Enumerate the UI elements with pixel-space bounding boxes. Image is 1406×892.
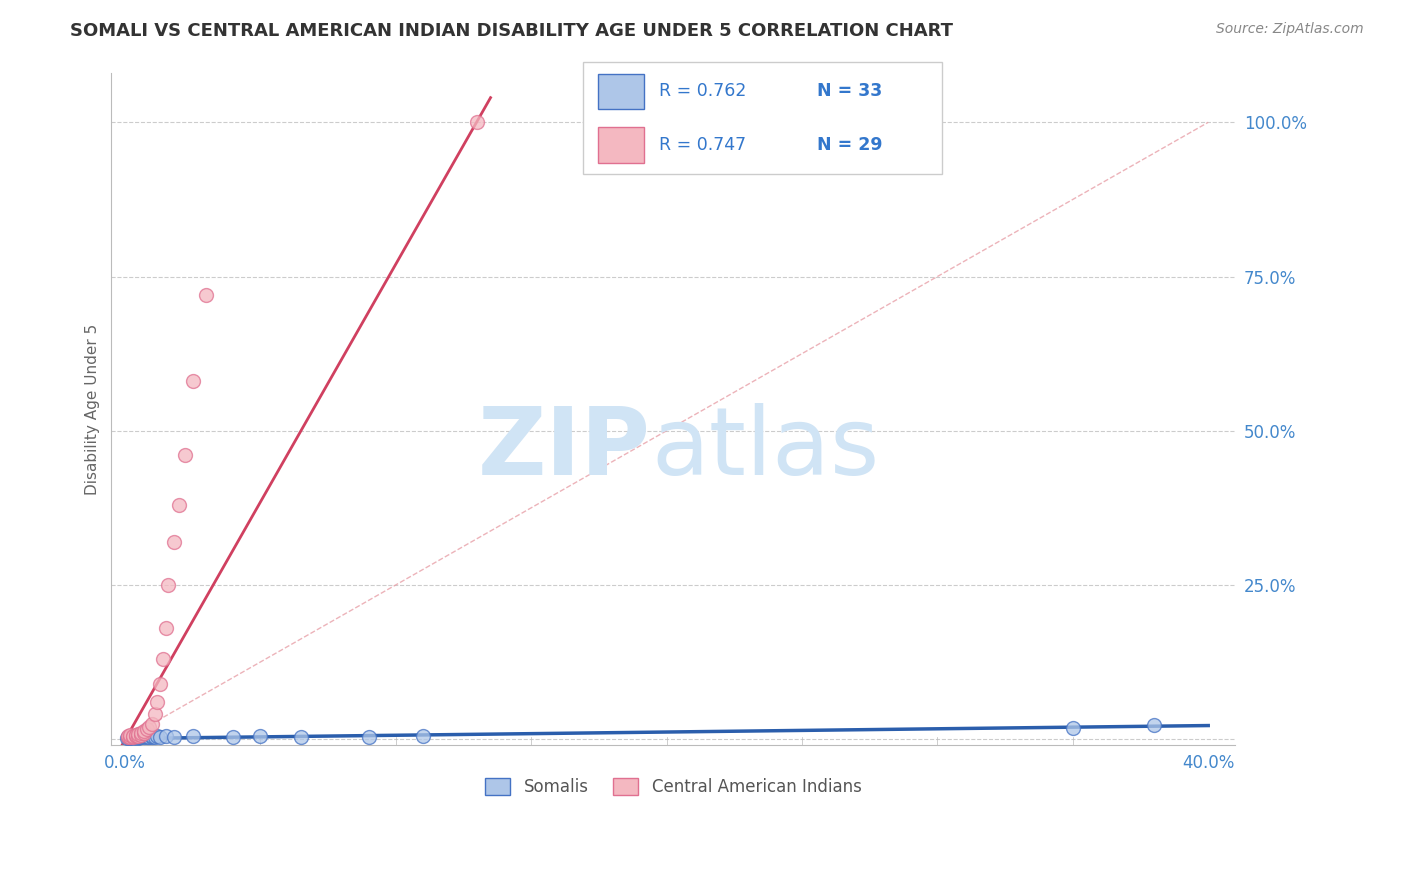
FancyBboxPatch shape (598, 127, 644, 162)
Point (163, 534, 186, 549)
Point (135, 723, 157, 737)
Point (1062, 721, 1084, 735)
Point (128, 730, 150, 744)
Point (120, 731, 142, 745)
Point (120, 730, 142, 744)
Point (138, 720, 160, 734)
Point (125, 731, 148, 745)
Point (143, 707, 166, 722)
Point (129, 731, 152, 745)
Point (122, 730, 145, 744)
Point (128, 729, 150, 743)
Point (125, 729, 148, 743)
Point (122, 731, 145, 745)
Point (128, 731, 150, 745)
Text: Source: ZipAtlas.com: Source: ZipAtlas.com (1216, 22, 1364, 37)
Point (115, 731, 138, 745)
Point (135, 729, 157, 743)
Point (152, 652, 174, 666)
Point (132, 731, 155, 745)
Text: N = 33: N = 33 (817, 82, 882, 101)
Point (146, 695, 169, 709)
Point (128, 727, 150, 741)
Point (135, 731, 157, 745)
Point (222, 730, 245, 744)
FancyBboxPatch shape (583, 62, 942, 174)
Point (141, 729, 163, 743)
Text: SOMALI VS CENTRAL AMERICAN INDIAN DISABILITY AGE UNDER 5 CORRELATION CHART: SOMALI VS CENTRAL AMERICAN INDIAN DISABI… (70, 22, 953, 40)
Point (149, 730, 172, 744)
Point (138, 730, 160, 744)
Point (249, 729, 271, 743)
Point (412, 729, 434, 743)
Point (157, 578, 180, 592)
Point (125, 728, 148, 742)
Text: R = 0.762: R = 0.762 (659, 82, 747, 101)
Point (195, 288, 218, 302)
Point (1143, 718, 1166, 732)
Point (132, 729, 155, 743)
Legend: Somalis, Central American Indians: Somalis, Central American Indians (477, 770, 870, 805)
Point (163, 730, 186, 744)
Point (118, 731, 141, 745)
Point (129, 729, 152, 743)
Text: ZIP: ZIP (478, 403, 651, 495)
Point (149, 676, 172, 690)
Point (357, 730, 380, 744)
Point (117, 731, 139, 745)
Text: N = 29: N = 29 (817, 136, 882, 154)
Point (125, 729, 148, 743)
Text: R = 0.747: R = 0.747 (659, 136, 747, 154)
Point (167, 498, 190, 512)
Point (146, 729, 169, 743)
Text: atlas: atlas (651, 403, 879, 495)
Point (155, 621, 177, 635)
Point (181, 729, 204, 743)
Y-axis label: Disability Age Under 5: Disability Age Under 5 (86, 324, 100, 495)
Point (290, 730, 312, 744)
Point (465, 115, 488, 129)
Point (122, 729, 145, 743)
Point (129, 726, 152, 740)
Point (122, 729, 145, 743)
Point (117, 729, 139, 743)
Point (173, 449, 195, 463)
Point (181, 375, 204, 389)
Point (117, 731, 139, 745)
Point (120, 728, 142, 742)
Point (132, 724, 155, 739)
Point (143, 730, 166, 744)
Point (132, 726, 155, 740)
FancyBboxPatch shape (598, 73, 644, 109)
Point (141, 731, 163, 745)
Point (129, 728, 152, 742)
Point (120, 731, 142, 745)
Point (141, 716, 163, 731)
Point (155, 729, 177, 743)
